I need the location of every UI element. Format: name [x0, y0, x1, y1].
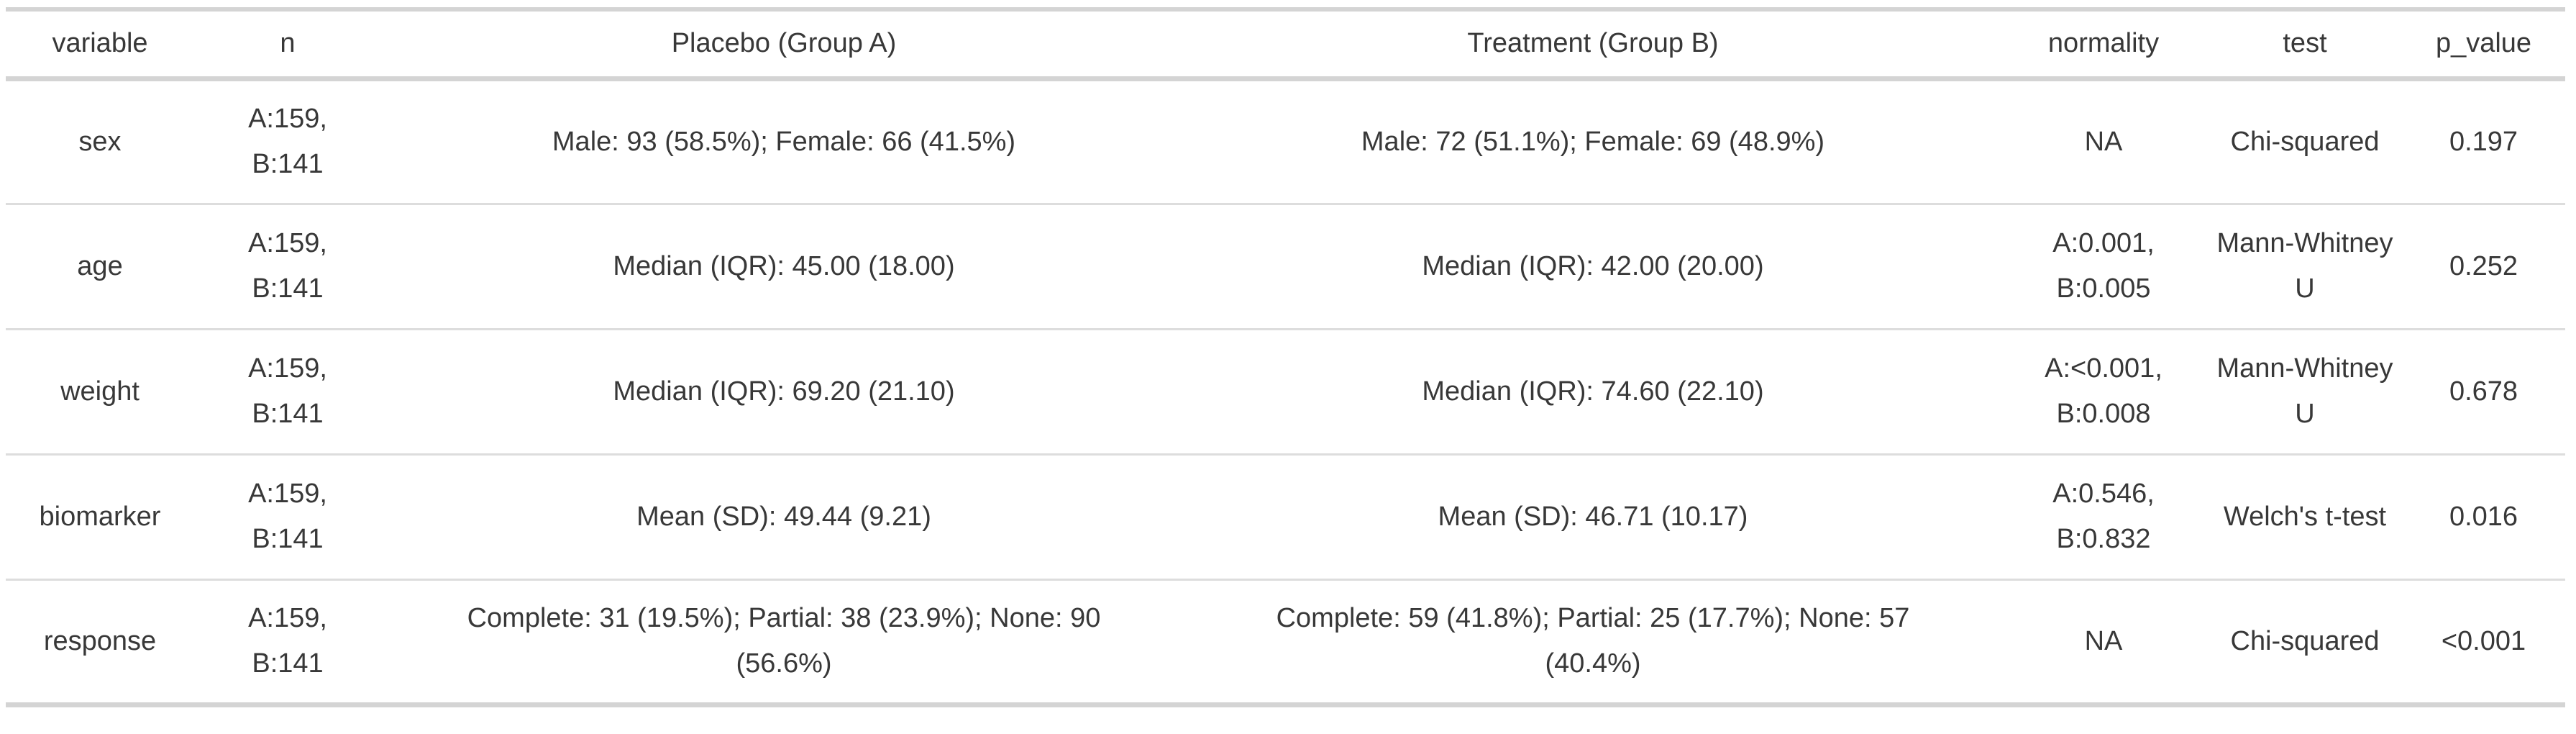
table-row-biomarker: biomarker A:159, B:141 Mean (SD): 49.44 … [6, 454, 2565, 581]
cell-normality: A:0.001, B:0.005 [1999, 204, 2208, 330]
cell-test: Welch's t-test [2208, 454, 2402, 581]
cell-placebo: Mean (SD): 49.44 (9.21) [381, 454, 1187, 581]
cell-treatment: Median (IQR): 74.60 (22.10) [1187, 329, 1999, 456]
table-header-row: variable n Placebo (Group A) Treatment (… [6, 9, 2565, 81]
table-row-response: response A:159, B:141 Complete: 31 (19.5… [6, 579, 2565, 706]
column-header-normality: normality [1999, 9, 2208, 81]
cell-treatment: Male: 72 (51.1%); Female: 69 (48.9%) [1187, 78, 1999, 205]
cell-test: Chi-squared [2208, 78, 2402, 205]
column-header-placebo: Placebo (Group A) [381, 9, 1187, 81]
cell-treatment: Median (IQR): 42.00 (20.00) [1187, 204, 1999, 330]
cell-variable: sex [6, 78, 194, 205]
cell-test: Mann-Whitney U [2208, 204, 2402, 330]
cell-treatment: Mean (SD): 46.71 (10.17) [1187, 454, 1999, 581]
cell-normality: A:0.546, B:0.832 [1999, 454, 2208, 581]
cell-placebo: Median (IQR): 45.00 (18.00) [381, 204, 1187, 330]
cell-p-value: <0.001 [2402, 579, 2565, 706]
cell-n: A:159, B:141 [194, 579, 381, 706]
cell-variable: response [6, 579, 194, 706]
cell-normality: NA [1999, 78, 2208, 205]
cell-n: A:159, B:141 [194, 78, 381, 205]
cell-p-value: 0.016 [2402, 454, 2565, 581]
column-header-test: test [2208, 9, 2402, 81]
cell-variable: weight [6, 329, 194, 456]
cell-p-value: 0.678 [2402, 329, 2565, 456]
column-header-n: n [194, 9, 381, 81]
table-row-weight: weight A:159, B:141 Median (IQR): 69.20 … [6, 329, 2565, 456]
cell-placebo: Complete: 31 (19.5%); Partial: 38 (23.9%… [381, 579, 1187, 706]
cell-test: Chi-squared [2208, 579, 2402, 706]
cell-n: A:159, B:141 [194, 204, 381, 330]
table-row-age: age A:159, B:141 Median (IQR): 45.00 (18… [6, 204, 2565, 330]
column-header-treatment: Treatment (Group B) [1187, 9, 1999, 81]
cell-variable: biomarker [6, 454, 194, 581]
column-header-p-value: p_value [2402, 9, 2565, 81]
cell-n: A:159, B:141 [194, 329, 381, 456]
cell-variable: age [6, 204, 194, 330]
cell-p-value: 0.252 [2402, 204, 2565, 330]
cell-treatment: Complete: 59 (41.8%); Partial: 25 (17.7%… [1187, 579, 1999, 706]
cell-test: Mann-Whitney U [2208, 329, 2402, 456]
cell-normality: A:<0.001, B:0.008 [1999, 329, 2208, 456]
cell-p-value: 0.197 [2402, 78, 2565, 205]
cell-n: A:159, B:141 [194, 454, 381, 581]
cell-placebo: Male: 93 (58.5%); Female: 66 (41.5%) [381, 78, 1187, 205]
cell-normality: NA [1999, 579, 2208, 706]
cell-placebo: Median (IQR): 69.20 (21.10) [381, 329, 1187, 456]
table-row-sex: sex A:159, B:141 Male: 93 (58.5%); Femal… [6, 78, 2565, 205]
column-header-variable: variable [6, 9, 194, 81]
summary-table: variable n Placebo (Group A) Treatment (… [6, 7, 2565, 707]
